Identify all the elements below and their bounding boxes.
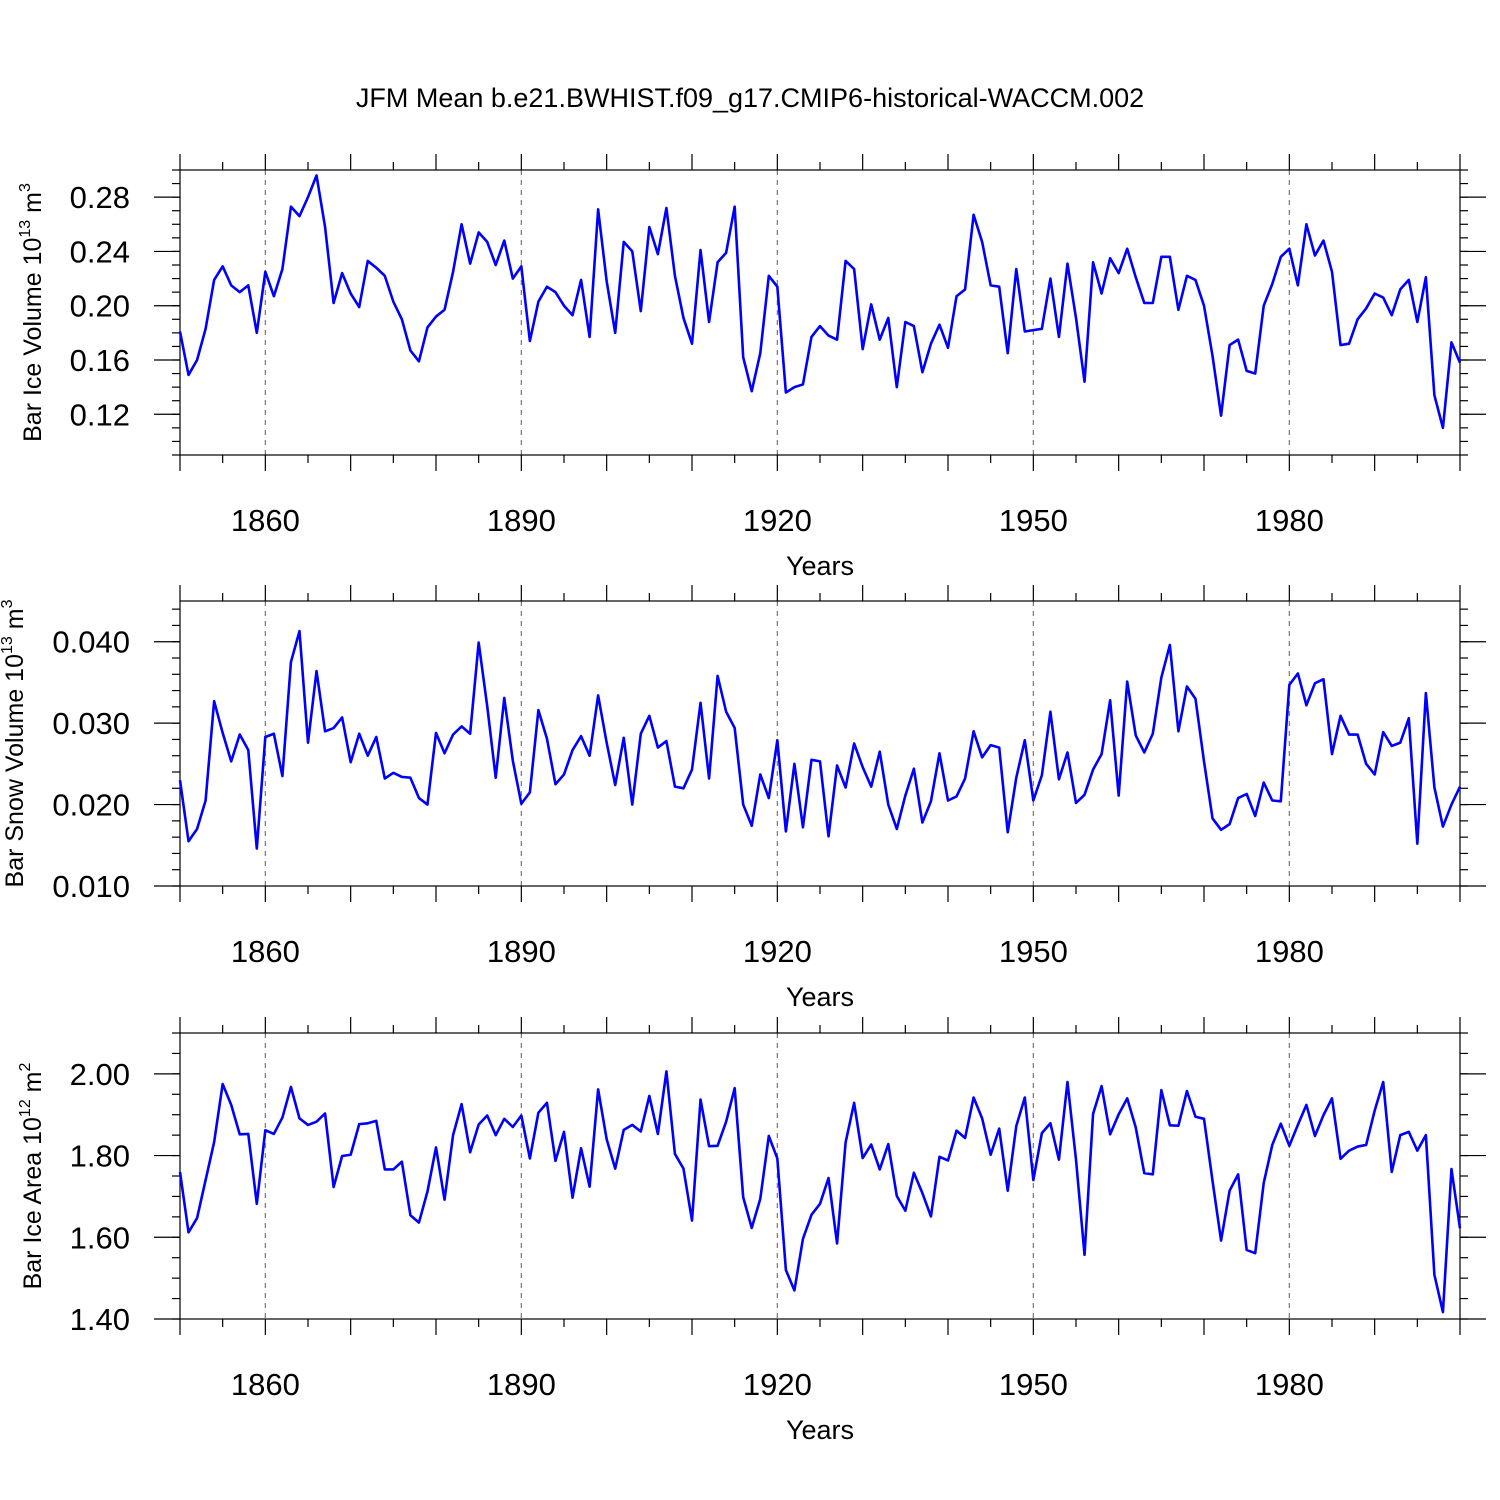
panel-ice-volume: 0.12 0.16 0.20 0.24 0.28 1860 1890 1920 1950 1980… xyxy=(17,154,1486,581)
x-tick-label: 1950 xyxy=(999,1367,1068,1402)
x-tick-label: 1860 xyxy=(231,503,300,538)
y-tick-label: 0.020 xyxy=(52,788,130,823)
y-tick-label: 0.16 xyxy=(70,343,130,378)
x-tick-label: 1890 xyxy=(487,503,556,538)
figure-title: JFM Mean b.e21.BWHIST.f09_g17.CMIP6-hist… xyxy=(356,83,1144,113)
x-tick-label: 1860 xyxy=(231,934,300,969)
y-tick-label: 0.20 xyxy=(70,289,130,324)
panels: 0.12 0.16 0.20 0.24 0.28 1860 1890 1920 1950 1980… xyxy=(0,154,1486,1445)
y-tick-label: 1.60 xyxy=(70,1220,130,1255)
y-axis-label: Bar Snow Volume 1013 m3 xyxy=(0,599,29,887)
x-tick-label: 1980 xyxy=(1255,503,1324,538)
x-tick-label: 1920 xyxy=(743,934,812,969)
x-tick-label: 1980 xyxy=(1255,934,1324,969)
plot-frame xyxy=(179,169,1461,456)
y-tick-label: 0.040 xyxy=(52,625,130,660)
y-tick-label: 0.010 xyxy=(52,869,130,904)
x-tick-label: 1860 xyxy=(231,1367,300,1402)
x-tick-label: 1890 xyxy=(487,1367,556,1402)
y-tick-label: 0.24 xyxy=(70,234,130,269)
x-axis-label: Years xyxy=(786,1415,854,1445)
x-axis-label: Years xyxy=(786,982,854,1012)
x-axis-label: Years xyxy=(786,551,854,581)
y-tick-label: 0.030 xyxy=(52,706,130,741)
x-tick-label: 1920 xyxy=(743,1367,812,1402)
y-tick-label: 2.00 xyxy=(70,1057,130,1092)
series-line-snow-volume xyxy=(178,629,1462,850)
series-line-ice-volume xyxy=(178,174,1462,430)
x-tick-label: 1950 xyxy=(999,503,1068,538)
plot-frame xyxy=(179,1032,1461,1320)
y-axis-label: Bar Ice Area 1012 m2 xyxy=(17,1063,47,1290)
panel-ice-area: 1.40 1.60 1.80 2.00 1860 1890 1920 1950 1980 Year… xyxy=(17,1017,1486,1445)
x-tick-label: 1980 xyxy=(1255,1367,1324,1402)
x-tick-label: 1890 xyxy=(487,934,556,969)
series-line-ice-area xyxy=(178,1070,1462,1314)
y-tick-label: 0.12 xyxy=(70,397,130,432)
y-tick-label: 0.28 xyxy=(70,180,130,215)
x-tick-label: 1950 xyxy=(999,934,1068,969)
panel-snow-volume: 0.010 0.020 0.030 0.040 1860 1890 1920 1950 1980… xyxy=(0,585,1486,1012)
y-axis-label: Bar Ice Volume 1013 m3 xyxy=(17,183,47,442)
y-tick-label: 1.40 xyxy=(70,1302,130,1337)
y-tick-label: 1.80 xyxy=(70,1139,130,1174)
x-tick-label: 1920 xyxy=(743,503,812,538)
